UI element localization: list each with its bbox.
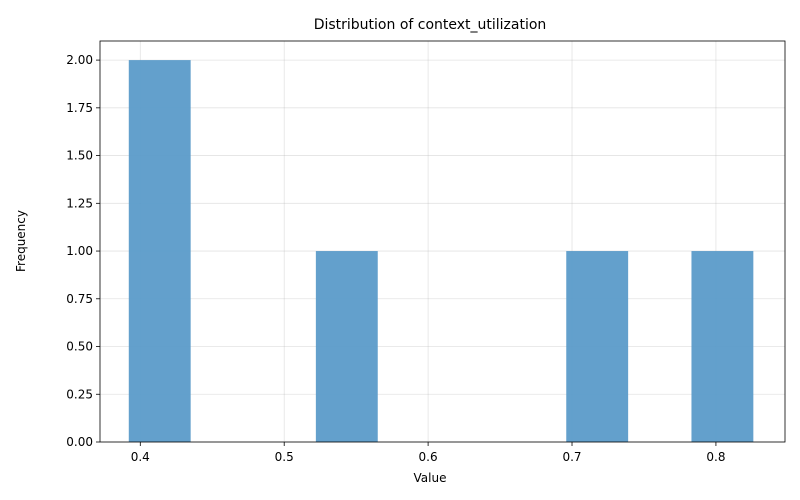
y-tick-label: 2.00 — [66, 53, 93, 67]
plot-frame — [99, 40, 786, 443]
histogram-bar — [566, 251, 629, 442]
y-tick-label: 1.50 — [66, 149, 93, 163]
axes: 0.4 0.5 0.6 0.7 0.8 0.00 0.25 0.50 0.75 1.00 1.25 1… — [66, 40, 786, 464]
y-tick-label: 1.25 — [66, 196, 93, 210]
y-tick-label: 0.50 — [66, 340, 93, 354]
x-axis-label: Value — [414, 471, 447, 485]
bars — [128, 60, 754, 442]
y-axis-label: Frequency — [14, 210, 28, 272]
x-tick-label: 0.6 — [419, 450, 438, 464]
y-tick-label: 0.25 — [66, 387, 93, 401]
y-tick-label: 1.00 — [66, 244, 93, 258]
y-tick-label: 1.75 — [66, 101, 93, 115]
histogram-bar — [128, 60, 191, 442]
x-tick-label: 0.8 — [706, 450, 725, 464]
grid — [100, 41, 785, 443]
histogram-bar — [691, 251, 754, 442]
histogram-bar — [315, 251, 378, 442]
y-tick-label: 0.00 — [66, 435, 93, 449]
y-tick-label: 0.75 — [66, 292, 93, 306]
x-tick-label: 0.5 — [275, 450, 294, 464]
x-tick-label: 0.7 — [562, 450, 581, 464]
chart-title: Distribution of context_utilization — [314, 17, 547, 33]
x-tick-label: 0.4 — [131, 450, 150, 464]
